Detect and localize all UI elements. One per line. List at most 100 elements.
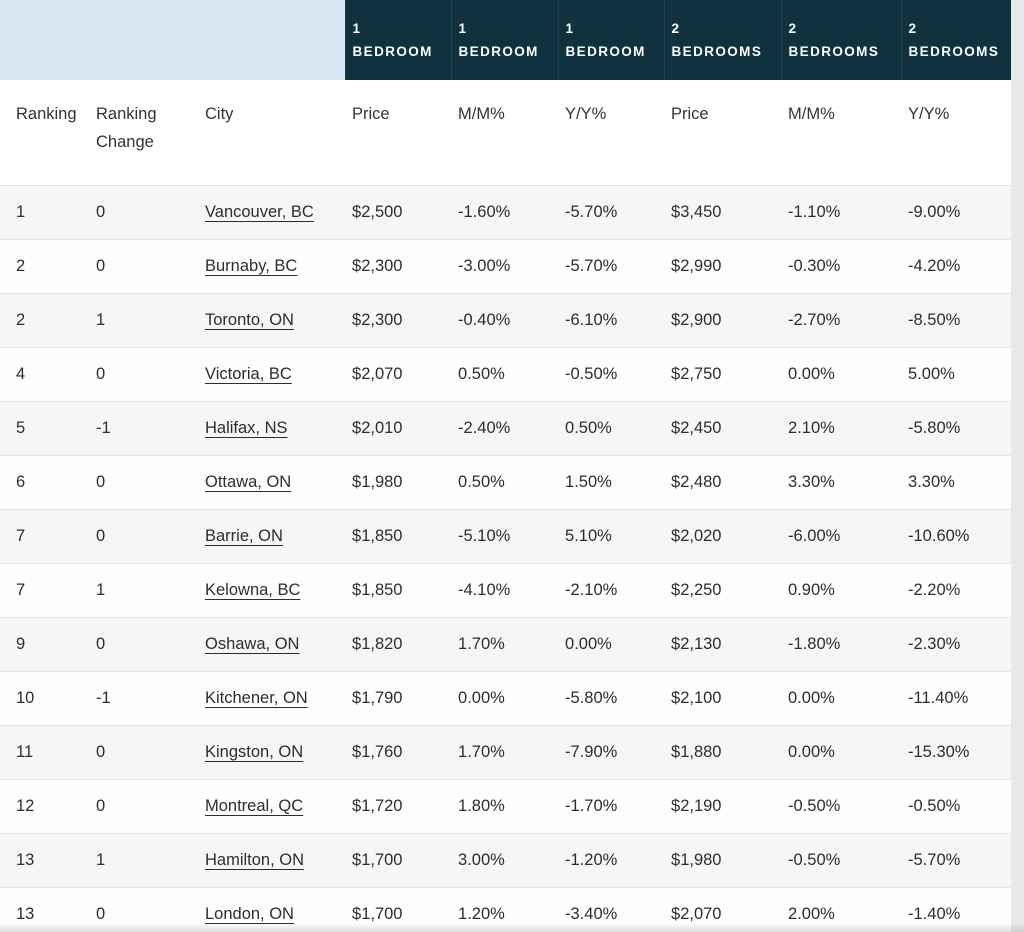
cell-yy-2br: -9.00% (901, 185, 1011, 240)
cell-mm-1br: 0.00% (451, 671, 559, 726)
table-row: 9 0 Oshawa, ON $1,820 1.70% 0.00% $2,130 -1.80%… (0, 617, 1011, 672)
cell-mm-2br: -0.50% (781, 779, 902, 834)
cell-yy-1br: 0.50% (558, 401, 665, 456)
cell-yy-1br: 1.50% (558, 455, 665, 510)
cell-mm-2br: -1.80% (781, 617, 902, 672)
cell-price-1br: $2,500 (345, 185, 452, 240)
cell-price-1br: $1,700 (345, 833, 452, 888)
cell-mm-2br: -1.10% (781, 185, 902, 240)
cell-price-1br: $1,720 (345, 779, 452, 834)
cell-city: Montreal, QC (205, 779, 346, 834)
cell-city: Vancouver, BC (205, 185, 346, 240)
cell-mm-2br: -2.70% (781, 293, 902, 348)
cell-yy-1br: -3.40% (558, 887, 665, 932)
group-header-line2: BEDROOMS (671, 44, 763, 59)
cell-ranking: 1 (0, 185, 96, 240)
city-link[interactable]: Kitchener, ON (205, 689, 308, 707)
cell-mm-2br: -6.00% (781, 509, 902, 564)
table-row: 10 -1 Kitchener, ON $1,790 0.00% -5.80% $2,100… (0, 671, 1011, 726)
cell-mm-1br: 1.80% (451, 779, 559, 834)
cell-ranking-change: -1 (96, 671, 205, 726)
city-link[interactable]: Halifax, NS (205, 419, 288, 437)
cell-mm-1br: -0.40% (451, 293, 559, 348)
cell-yy-2br: -0.50% (901, 779, 1011, 834)
cell-mm-1br: 1.70% (451, 617, 559, 672)
cell-ranking: 12 (0, 779, 96, 834)
cell-ranking: 10 (0, 671, 96, 726)
cell-city: Kingston, ON (205, 725, 346, 780)
cell-price-1br: $1,790 (345, 671, 452, 726)
city-link[interactable]: Barrie, ON (205, 527, 283, 545)
cell-price-2br: $2,020 (664, 509, 782, 564)
cell-price-2br: $1,980 (664, 833, 782, 888)
group-header-2br-mm: 2 BEDROOMS (780, 0, 902, 80)
city-link[interactable]: Vancouver, BC (205, 203, 314, 221)
cell-price-2br: $2,130 (664, 617, 782, 672)
column-header-ranking-change: Ranking Change (96, 80, 205, 186)
column-header-mm-2br: M/M% (781, 80, 902, 186)
city-link[interactable]: Oshawa, ON (205, 635, 300, 653)
cell-price-1br: $1,700 (345, 887, 452, 932)
city-link[interactable]: Montreal, QC (205, 797, 304, 815)
table-row: 6 0 Ottawa, ON $1,980 0.50% 1.50% $2,480 3.30% 3… (0, 455, 1011, 510)
table-row: 2 1 Toronto, ON $2,300 -0.40% -6.10% $2,900 -2.… (0, 293, 1011, 348)
cell-mm-1br: 3.00% (451, 833, 559, 888)
cell-ranking-change: 1 (96, 563, 205, 618)
cell-yy-1br: -2.10% (558, 563, 665, 618)
city-link[interactable]: Burnaby, BC (205, 257, 298, 275)
cell-ranking-change: 0 (96, 779, 205, 834)
cell-ranking-change: 1 (96, 293, 205, 348)
city-link[interactable]: London, ON (205, 905, 294, 923)
group-header-line1: 1 (565, 21, 575, 36)
cell-ranking: 13 (0, 887, 96, 932)
cell-yy-1br: -6.10% (558, 293, 665, 348)
cell-ranking-change: 1 (96, 833, 205, 888)
cell-mm-2br: 0.00% (781, 671, 902, 726)
cell-mm-2br: 0.90% (781, 563, 902, 618)
table-row: 7 0 Barrie, ON $1,850 -5.10% 5.10% $2,020 -6.00… (0, 509, 1011, 564)
table-row: 7 1 Kelowna, BC $1,850 -4.10% -2.10% $2,250 0.9… (0, 563, 1011, 618)
cell-ranking: 4 (0, 347, 96, 402)
cell-price-2br: $2,450 (664, 401, 782, 456)
cell-yy-1br: -1.70% (558, 779, 665, 834)
cell-price-1br: $1,760 (345, 725, 452, 780)
group-header-row: 1 BEDROOM 1 BEDROOM 1 BEDROOM 2 BEDROOMS… (0, 0, 1011, 80)
cell-yy-2br: -10.60% (901, 509, 1011, 564)
city-link[interactable]: Ottawa, ON (205, 473, 292, 491)
cell-ranking: 2 (0, 293, 96, 348)
header-corner-spacer (0, 0, 346, 80)
cell-yy-2br: -2.20% (901, 563, 1011, 618)
column-header-ranking: Ranking (0, 80, 96, 186)
table-row: 12 0 Montreal, QC $1,720 1.80% -1.70% $2,190 -0… (0, 779, 1011, 834)
cell-yy-1br: -5.70% (558, 239, 665, 294)
cell-mm-1br: 1.20% (451, 887, 559, 932)
cell-yy-2br: -1.40% (901, 887, 1011, 932)
column-header-mm-1br: M/M% (451, 80, 559, 186)
table-row: 4 0 Victoria, BC $2,070 0.50% -0.50% $2,750 0.0… (0, 347, 1011, 402)
cell-yy-2br: -2.30% (901, 617, 1011, 672)
cell-ranking: 2 (0, 239, 96, 294)
cell-city: Oshawa, ON (205, 617, 346, 672)
cell-ranking-change: 0 (96, 887, 205, 932)
table-row: 13 0 London, ON $1,700 1.20% -3.40% $2,070 2.00… (0, 887, 1011, 932)
cell-yy-2br: -15.30% (901, 725, 1011, 780)
city-link[interactable]: Kelowna, BC (205, 581, 301, 599)
cell-mm-1br: 1.70% (451, 725, 559, 780)
cell-yy-2br: -5.70% (901, 833, 1011, 888)
city-link[interactable]: Hamilton, ON (205, 851, 305, 869)
group-header-line1: 2 (671, 21, 681, 36)
cell-mm-2br: 3.30% (781, 455, 902, 510)
city-link[interactable]: Victoria, BC (205, 365, 292, 383)
cell-ranking: 13 (0, 833, 96, 888)
cell-ranking: 5 (0, 401, 96, 456)
cell-city: Toronto, ON (205, 293, 346, 348)
group-header-line2: BEDROOM (565, 44, 646, 59)
group-header-line2: BEDROOMS (788, 44, 880, 59)
city-link[interactable]: Toronto, ON (205, 311, 294, 329)
cell-city: Kelowna, BC (205, 563, 346, 618)
cell-ranking-change: 0 (96, 455, 205, 510)
group-header-2br-yy: 2 BEDROOMS (900, 0, 1011, 80)
city-link[interactable]: Kingston, ON (205, 743, 304, 761)
